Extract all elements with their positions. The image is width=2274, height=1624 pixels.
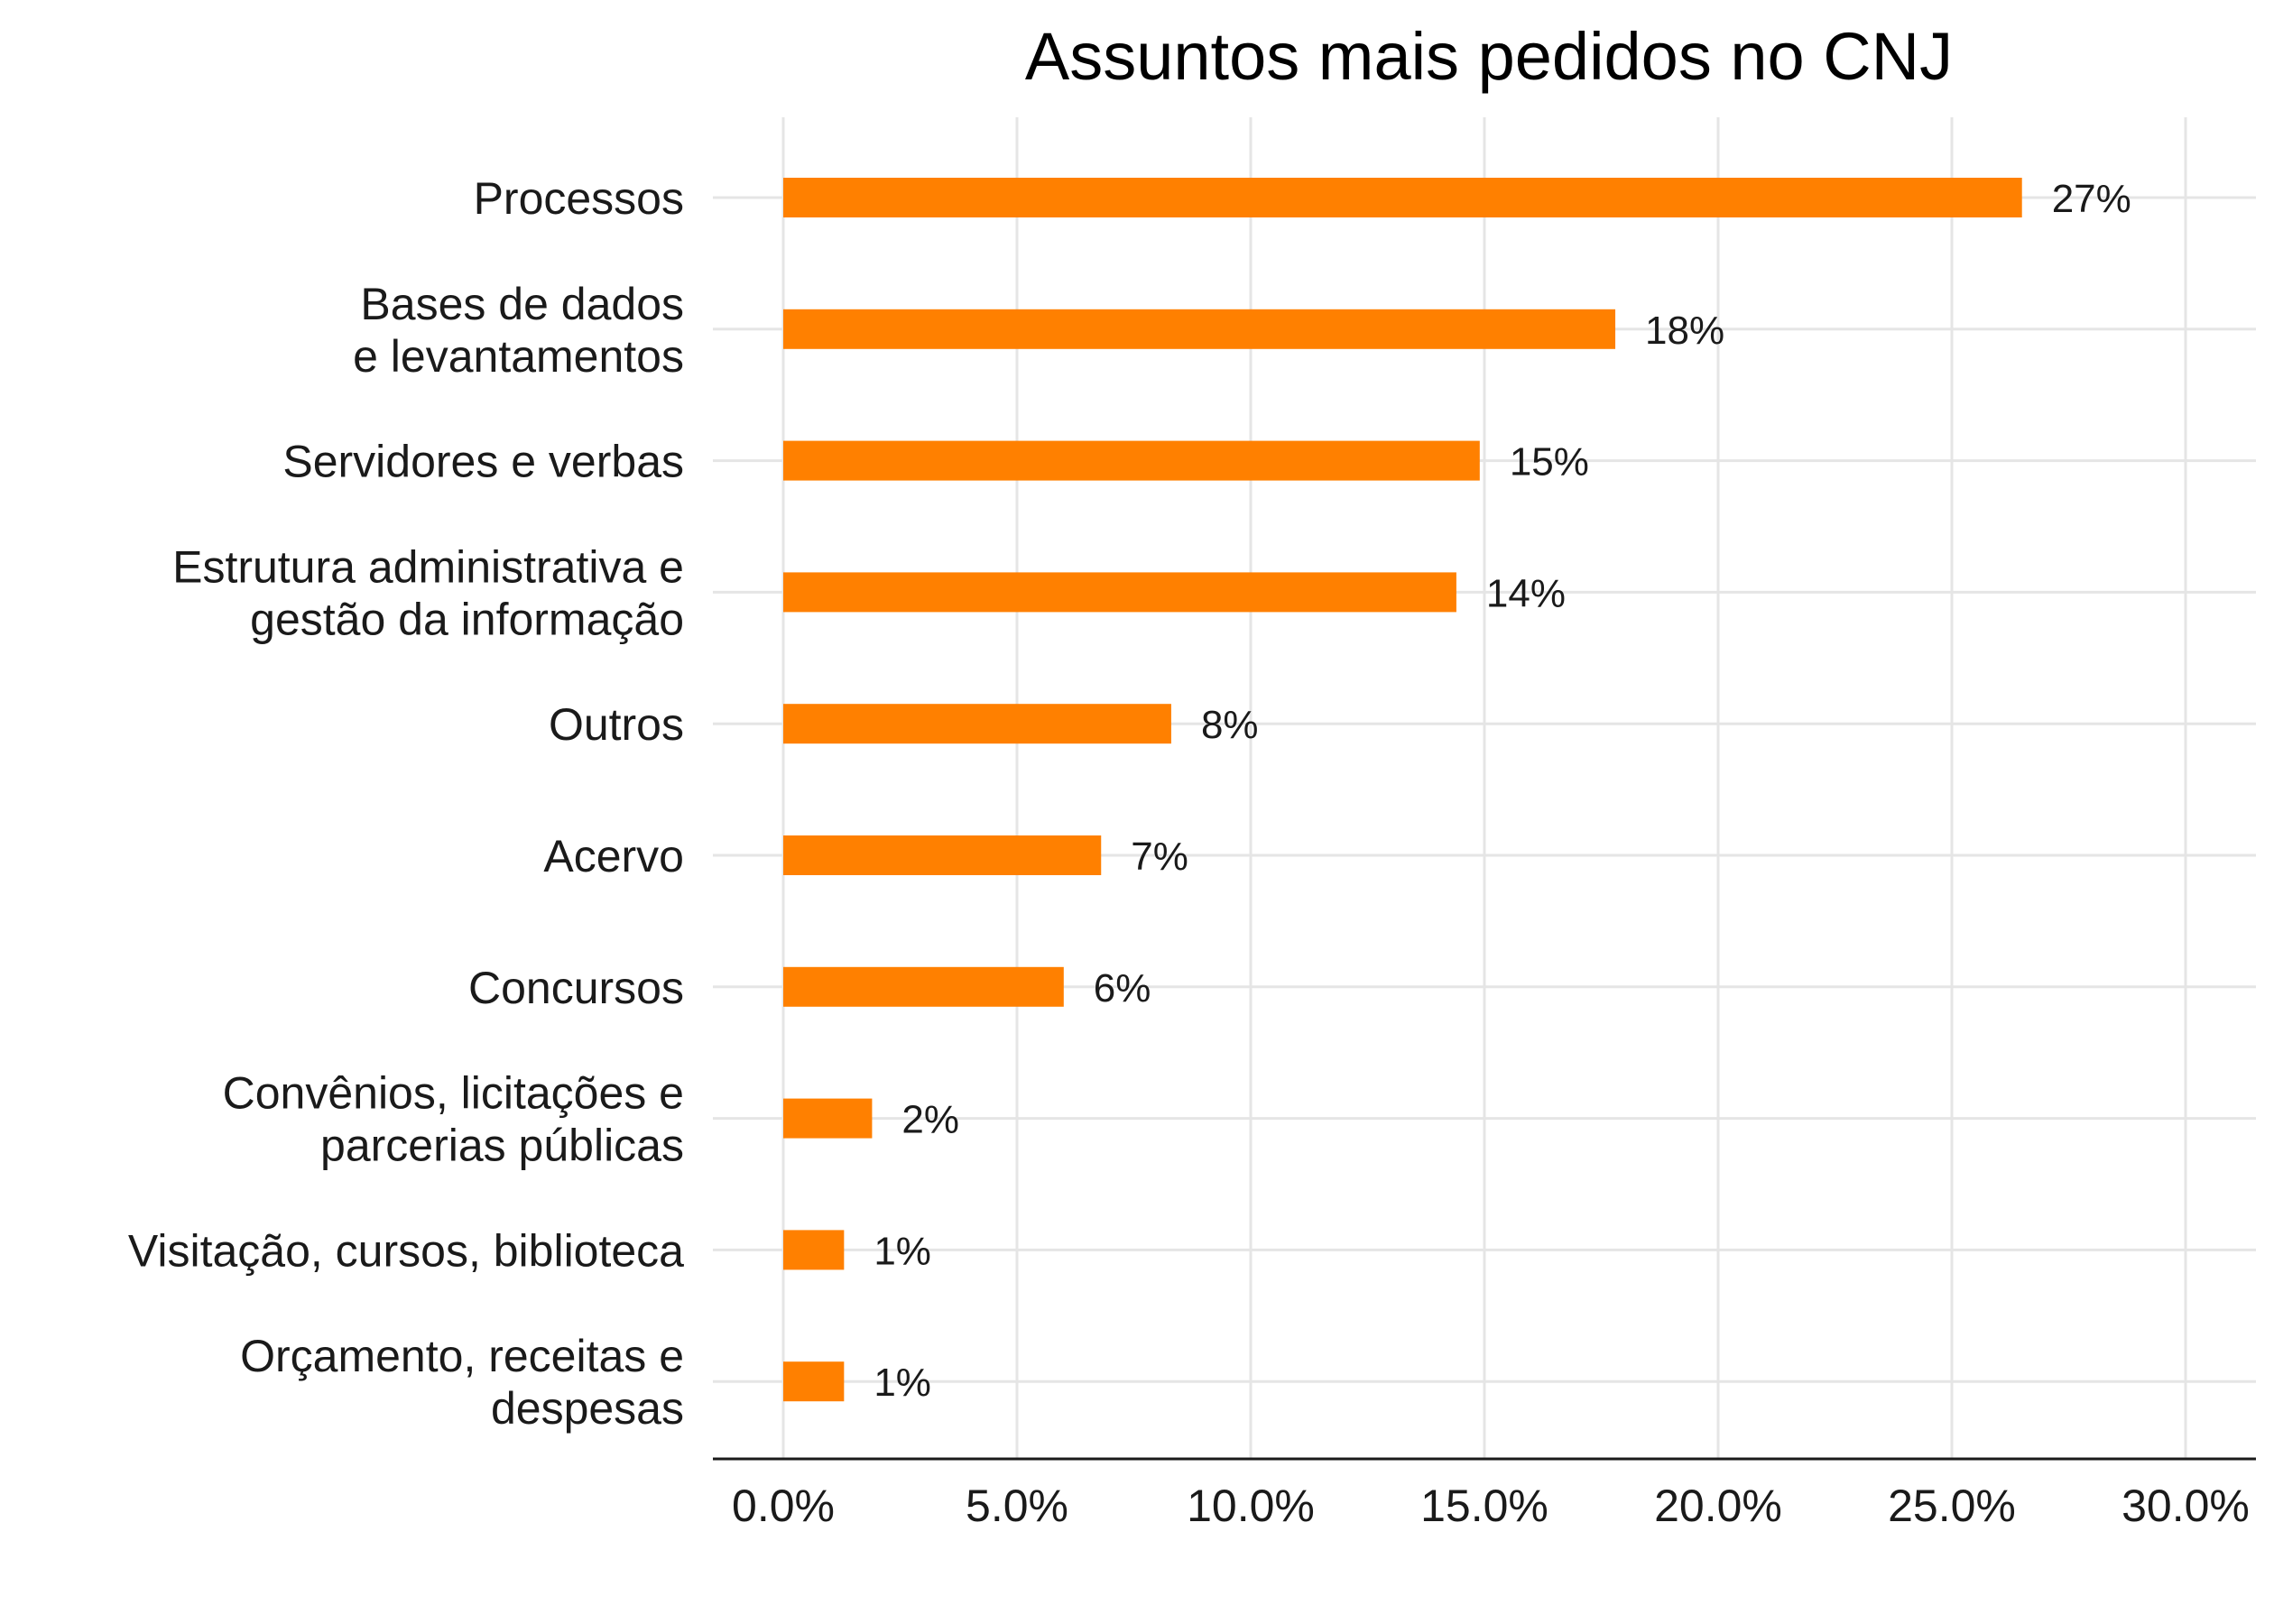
data-labels: 27% 18% 15% 14% 8% 7% 6% 2% 1% 1% [874,177,2131,1405]
category-label: gestão da informação [250,594,684,644]
x-tick-label: 25.0% [1888,1481,2016,1531]
data-label: 15% [1510,440,1589,484]
category-label: Servidores e verbas [282,437,684,487]
data-label: 14% [1486,571,1566,615]
category-label: Bases de dados [360,279,684,329]
data-label: 6% [1094,966,1151,1010]
data-label: 27% [2052,177,2131,221]
category-label: e levantamentos [353,331,684,382]
data-label: 1% [874,1229,931,1273]
category-label: Visitação, cursos, biblioteca [128,1225,684,1276]
bar [783,966,1064,1007]
bar [783,835,1102,875]
data-label: 8% [1201,703,1259,747]
category-label: Orçamento, receitas e [240,1331,684,1381]
category-label: Processos [474,173,684,224]
category-label: Convênios, licitações e [223,1068,684,1119]
x-tick-label: 10.0% [1187,1481,1315,1531]
bar [783,309,1616,349]
bars-layer [783,178,2022,1402]
data-label: 2% [901,1098,959,1142]
category-label: Estrutura administrativa e [172,541,684,592]
data-label: 7% [1131,835,1188,879]
x-tick-label: 5.0% [966,1481,1068,1531]
x-tick-label: 15.0% [1420,1481,1548,1531]
data-label: 1% [874,1361,931,1405]
x-tick-label: 0.0% [732,1481,835,1531]
x-tick-label: 20.0% [1654,1481,1782,1531]
category-label: parcerias públicas [320,1121,684,1171]
x-tick-label: 30.0% [2121,1481,2250,1531]
chart-title: Assuntos mais pedidos no CNJ [1025,19,1953,94]
x-axis: 0.0% 5.0% 10.0% 15.0% 20.0% 25.0% 30.0% [713,1457,2256,1531]
category-label: despesas [491,1383,684,1434]
category-label: Acervo [543,831,684,881]
bar [783,1230,845,1270]
bar [783,704,1171,744]
bar [783,572,1456,613]
bar [783,1361,845,1402]
data-label: 18% [1645,309,1724,353]
category-label: Concursos [468,963,684,1013]
bar [783,440,1480,481]
bar [783,178,2022,217]
bar [783,1098,873,1139]
category-label: Outros [549,699,684,750]
